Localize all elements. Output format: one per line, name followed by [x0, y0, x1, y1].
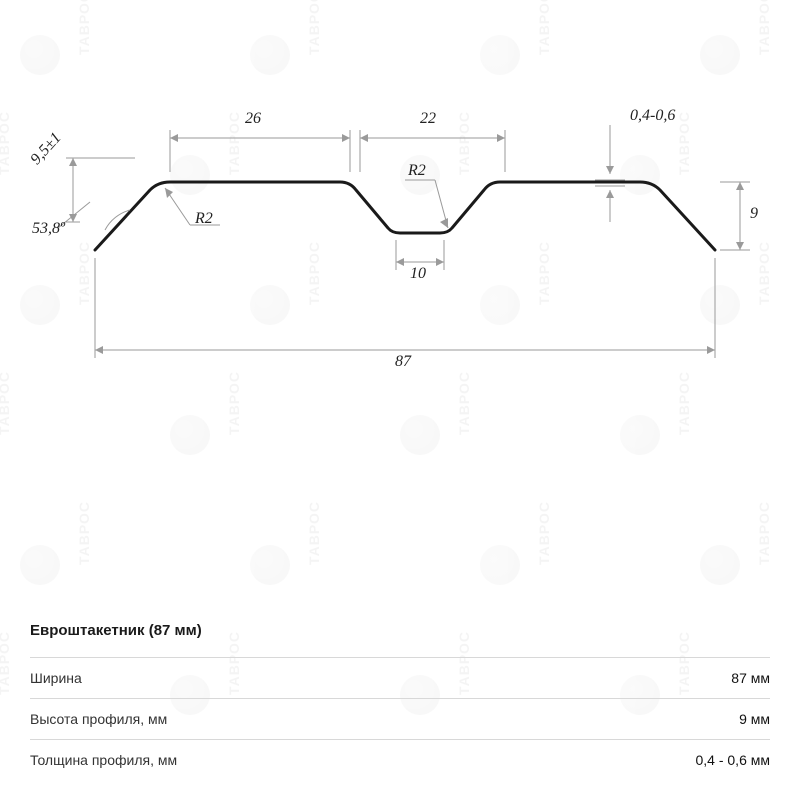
spec-value: 9 мм — [739, 711, 770, 727]
spec-label: Толщина профиля, мм — [30, 752, 177, 768]
spec-row: Ширина 87 мм — [30, 657, 770, 698]
diagram-svg — [40, 110, 760, 380]
spec-row: Высота профиля, мм 9 мм — [30, 698, 770, 739]
spec-title: Евроштакетник (87 мм) — [30, 622, 770, 639]
dim-left-angle: 53,8º — [32, 220, 65, 238]
spec-row: Толщина профиля, мм 0,4 - 0,6 мм — [30, 739, 770, 780]
dim-thickness: 0,4-0,6 — [630, 107, 675, 125]
spec-label: Высота профиля, мм — [30, 711, 167, 727]
dim-22: 22 — [420, 110, 436, 128]
spec-label: Ширина — [30, 670, 82, 686]
spec-value: 0,4 - 0,6 мм — [695, 752, 770, 768]
dim-total-87: 87 — [395, 353, 411, 371]
spec-value: 87 мм — [731, 670, 770, 686]
dim-bottom-10: 10 — [410, 265, 426, 283]
spec-section: Евроштакетник (87 мм) Ширина 87 мм Высот… — [30, 622, 770, 780]
dim-26: 26 — [245, 110, 261, 128]
dim-r2-mid: R2 — [408, 162, 426, 180]
dimension-lines — [58, 125, 750, 358]
profile-path — [95, 182, 715, 250]
dim-right-9: 9 — [750, 205, 758, 223]
profile-diagram: 26 22 0,4-0,6 9,5±1 53,8º R2 R2 10 9 87 — [40, 110, 760, 380]
dim-r2-left: R2 — [195, 210, 213, 228]
